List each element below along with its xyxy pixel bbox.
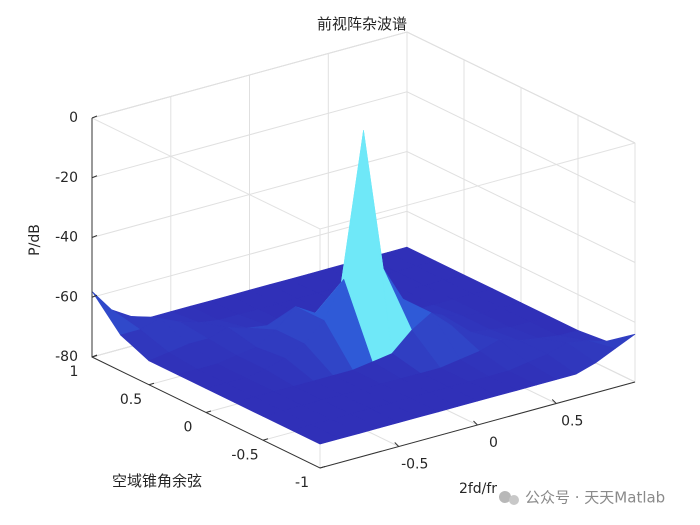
tick-mark bbox=[394, 442, 400, 447]
z-axis-label: P/dB bbox=[27, 224, 43, 256]
tick-mark bbox=[473, 420, 478, 426]
y-tick-label: 0 bbox=[184, 420, 193, 436]
watermark: 公众号 · 天天Matlab bbox=[525, 489, 665, 507]
y-axis-label: 空域锥角余弦 bbox=[112, 472, 202, 490]
z-tick-label: -80 bbox=[55, 349, 78, 365]
z-tick-label: 0 bbox=[69, 110, 78, 126]
z-tick-label: -20 bbox=[55, 170, 78, 186]
y-tick-label: 1 bbox=[70, 364, 79, 380]
tick-mark bbox=[91, 355, 98, 358]
tick-mark bbox=[148, 382, 155, 386]
tick-mark bbox=[91, 175, 98, 179]
y-tick-label: -1 bbox=[295, 475, 309, 491]
y-tick-label: 0.5 bbox=[120, 392, 142, 408]
axis-line bbox=[91, 118, 636, 469]
y-tick-label: -0.5 bbox=[231, 447, 258, 463]
tick-mark bbox=[91, 115, 98, 119]
chart-title: 前视阵杂波谱 bbox=[317, 15, 407, 33]
tick-mark bbox=[91, 294, 98, 298]
tick-mark bbox=[551, 399, 557, 404]
axes: -80 -60 -40 -20 0 -0.5 0 0.5 -1 -0.5 0 0.5 1 bbox=[55, 110, 636, 491]
x-tick-label: 0 bbox=[489, 435, 498, 451]
tick-mark bbox=[91, 235, 98, 238]
tick-mark bbox=[205, 410, 212, 413]
tick-mark bbox=[262, 438, 269, 441]
z-tick-label: -60 bbox=[55, 289, 78, 305]
z-tick-label: -40 bbox=[55, 230, 78, 246]
surface-patch bbox=[291, 424, 341, 445]
x-axis-label: 2fd/fr bbox=[459, 481, 497, 497]
x-tick-label: -0.5 bbox=[401, 457, 428, 473]
watermark-icon bbox=[499, 491, 519, 505]
x-tick-label: 0.5 bbox=[561, 414, 583, 430]
surface bbox=[91, 130, 636, 445]
